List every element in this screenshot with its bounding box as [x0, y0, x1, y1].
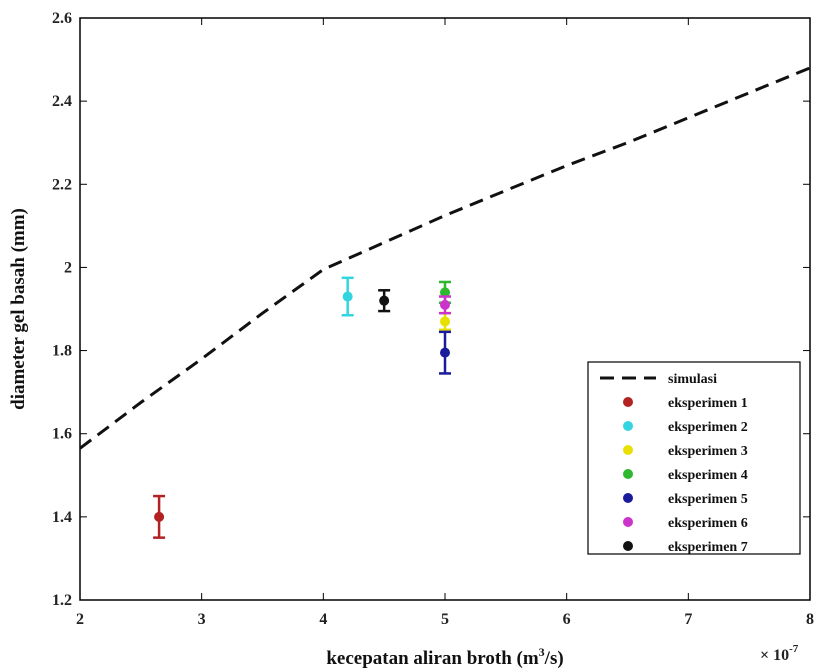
x-tick-label: 5 — [441, 611, 449, 628]
marker — [154, 511, 165, 522]
x-axis-label: kecepatan aliran broth (m3/s) — [326, 645, 563, 669]
legend-item: eksperimen 1 — [623, 396, 748, 411]
legend-marker — [623, 517, 633, 527]
legend-item: eksperimen 2 — [623, 420, 748, 435]
legend-item: eksperimen 7 — [623, 540, 748, 555]
legend-marker — [623, 445, 633, 455]
y-tick-label: 2.2 — [52, 176, 72, 193]
legend-label: eksperimen 3 — [668, 444, 748, 459]
y-tick-label: 2.6 — [52, 10, 72, 27]
data-point — [439, 330, 451, 375]
x-tick-label: 3 — [198, 611, 206, 628]
legend-items: simulasi eksperimen 1 eksperimen 2 eksperim… — [600, 372, 748, 555]
data-point — [439, 295, 451, 315]
x-tick-label: 7 — [684, 611, 692, 628]
legend-label: eksperimen 1 — [668, 396, 748, 411]
legend-item-simulasi: simulasi — [600, 372, 717, 387]
y-tick-label: 1.2 — [52, 592, 72, 609]
x-axis-label-main: kecepatan aliran broth (m — [326, 648, 539, 669]
x-tick-label: 8 — [806, 611, 814, 628]
y-tick-label: 2 — [64, 259, 72, 276]
legend-item: eksperimen 6 — [623, 516, 748, 531]
legend-label: eksperimen 7 — [668, 540, 748, 555]
x-tick-label: 4 — [319, 611, 327, 628]
legend-label: eksperimen 5 — [668, 492, 748, 507]
data-point — [153, 494, 166, 539]
y-tick-label: 2.4 — [52, 93, 72, 110]
x-tick-label: 2 — [76, 611, 84, 628]
legend-marker — [623, 421, 633, 431]
x-multiplier-exponent: -7 — [789, 643, 799, 655]
legend-item: eksperimen 3 — [623, 444, 748, 459]
y-tick-label: 1.4 — [52, 509, 72, 526]
marker — [342, 291, 353, 302]
x-tick-label: 6 — [563, 611, 571, 628]
marker — [440, 347, 450, 358]
x-axis-multiplier: × 10-7 — [760, 643, 799, 664]
legend-label: eksperimen 4 — [668, 468, 748, 483]
legend-marker — [623, 397, 633, 407]
legend-label: eksperimen 2 — [668, 420, 748, 435]
x-axis-label-tail: /s) — [544, 648, 564, 669]
legend-marker — [623, 541, 633, 551]
x-axis-label-superscript: 3 — [539, 645, 545, 659]
y-tick-label: 1.8 — [52, 343, 72, 360]
marker — [379, 295, 390, 306]
data-point — [341, 276, 354, 317]
marker — [440, 287, 450, 298]
legend-label: simulasi — [668, 372, 717, 387]
y-axis-label: diameter gel basah (mm) — [8, 208, 29, 410]
legend-marker — [623, 469, 633, 479]
legend-item: eksperimen 5 — [623, 492, 748, 507]
legend: simulasi eksperimen 1 eksperimen 2 eksperim… — [587, 361, 801, 555]
legend-label: eksperimen 6 — [668, 516, 748, 531]
marker — [440, 299, 450, 310]
marker — [440, 316, 450, 327]
axis-ticks: 2 3 4 5 6 7 8 1.2 1.4 1.6 1.8 2 2.2 2.4 2.6 — [52, 10, 814, 628]
data-point — [378, 289, 391, 313]
legend-item: eksperimen 4 — [623, 468, 748, 483]
legend-marker — [623, 493, 633, 503]
x-multiplier-base: × 10 — [760, 647, 789, 664]
y-tick-label: 1.6 — [52, 426, 72, 443]
data-points — [153, 276, 451, 539]
